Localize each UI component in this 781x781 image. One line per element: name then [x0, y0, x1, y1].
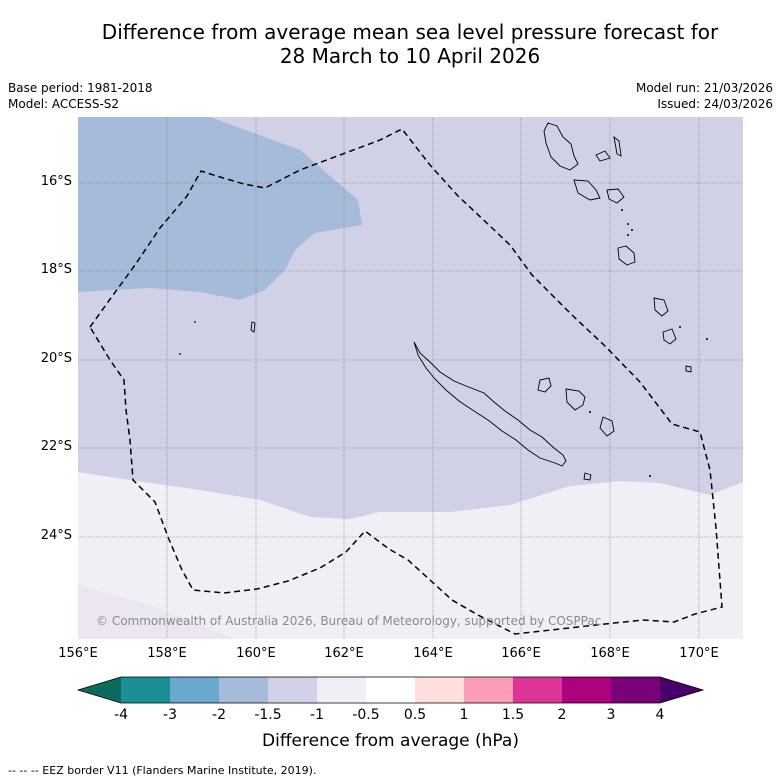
colorbar-tick: 3 [606, 707, 616, 723]
island-maewo [613, 135, 622, 157]
island-mare [599, 416, 615, 437]
colorbar-bin [611, 677, 660, 703]
lat-label-16s: 16°S [40, 174, 72, 189]
eez-legend-text: -- -- -- EEZ border V11 (Flanders Marine… [8, 764, 317, 777]
colorbar-tick: 4 [655, 707, 665, 723]
colorbar-tick: -3 [163, 707, 177, 723]
lat-label-18s: 18°S [40, 262, 72, 277]
colorbar-tick: 1 [459, 707, 469, 723]
colorbar-tick: -1.5 [254, 707, 282, 723]
lat-label-24s: 24°S [40, 528, 72, 543]
map-area [78, 117, 743, 639]
colorbar-tick: -1 [310, 707, 324, 723]
anomaly-field-faint [78, 585, 235, 639]
model-run-text: Model run: 21/03/2026 [635, 81, 773, 95]
colorbar [76, 676, 705, 704]
island-erromango [653, 297, 669, 317]
lon-label-156e: 156°E [58, 646, 98, 661]
copyright-text: © Commonwealth of Australia 2026, Bureau… [96, 614, 602, 628]
eez-border [89, 128, 723, 635]
colorbar-bin [562, 677, 611, 703]
lon-label-162e: 162°E [324, 646, 364, 661]
new-caledonia [413, 341, 567, 467]
island-ambae [595, 150, 611, 162]
lon-label-166e: 166°E [501, 646, 541, 661]
model-text: Model: ACCESS-S2 [8, 97, 120, 111]
chart-title-line1: Difference from average mean sea level p… [101, 20, 719, 44]
colorbar-bin [513, 677, 562, 703]
colorbar-tick: -2 [212, 707, 226, 723]
island-efate [617, 245, 636, 266]
lat-label-20s: 20°S [40, 351, 72, 366]
colorbar-tick: 0.5 [403, 707, 427, 723]
island-malekula [573, 179, 601, 201]
island-aneityum [685, 365, 692, 373]
anomaly-field-minus0.5-to-minus1 [78, 472, 743, 639]
lat-label-22s: 22°S [40, 439, 72, 454]
lon-label-170e: 170°E [679, 646, 719, 661]
island-epi [606, 188, 625, 204]
colorbar-bin [366, 677, 415, 703]
colorbar-bin [317, 677, 366, 703]
base-period-text: Base period: 1981-2018 [8, 81, 153, 95]
island-tanna [662, 328, 677, 345]
graticule [78, 117, 743, 639]
anomaly-field-minus1.5-to-minus2 [78, 117, 362, 300]
colorbar-bin [415, 677, 464, 703]
island-espiritu-santo [543, 122, 579, 171]
lon-label-164e: 164°E [413, 646, 453, 661]
reef-chesterfield [250, 321, 256, 333]
colorbar-bin [219, 677, 268, 703]
colorbar-tick: -4 [114, 707, 128, 723]
colorbar-bin [121, 677, 170, 703]
lon-label-168e: 168°E [590, 646, 630, 661]
colorbar-tick: -0.5 [352, 707, 380, 723]
issued-text: Issued: 24/03/2026 [657, 97, 773, 111]
colorbar-bin [268, 677, 317, 703]
colorbar-bin [464, 677, 513, 703]
coastlines [250, 122, 692, 481]
lon-label-158e: 158°E [147, 646, 187, 661]
island-pines [583, 472, 592, 481]
chart-title-line2: 28 March to 10 April 2026 [279, 44, 541, 68]
colorbar-under-arrow [78, 677, 121, 703]
island-ouvea [537, 377, 552, 393]
colorbar-bin [170, 677, 219, 703]
lon-label-160e: 160°E [236, 646, 276, 661]
colorbar-over-arrow [660, 677, 703, 703]
island-lifou [565, 388, 586, 411]
colorbar-tick: 2 [557, 707, 567, 723]
colorbar-label: Difference from average (hPa) [262, 731, 519, 751]
small-islets [179, 209, 708, 477]
colorbar-tick: 1.5 [501, 707, 525, 723]
